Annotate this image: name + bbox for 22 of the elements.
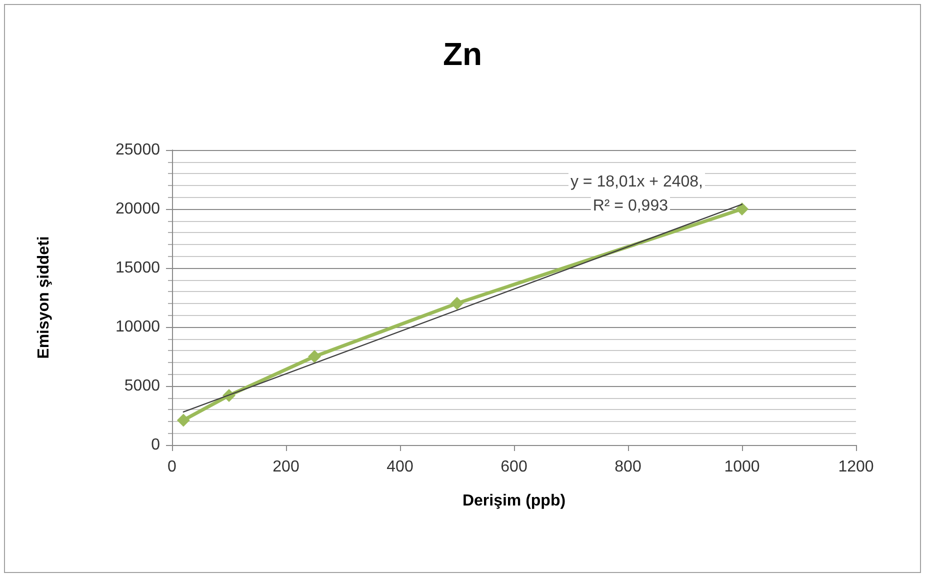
y-tick-label: 10000 [116,318,160,336]
y-tick-label: 5000 [124,378,160,394]
annotation: y = 18,01x + 2408, [570,174,703,190]
x-tick-label: 1000 [724,458,760,476]
y-tick-label: 20000 [116,200,160,218]
x-tick-label: 800 [614,458,642,476]
point [176,414,190,427]
x-tick-label: 600 [500,458,528,476]
y-axis-title: Emisyon şiddeti [36,236,52,359]
x-tick-label: 0 [168,458,177,476]
chart-title: Zn [442,36,482,72]
y-tick-label: 15000 [116,260,160,276]
point [308,350,321,363]
annotation: R² = 0,993 [592,198,668,214]
y-tick-label: 25000 [116,142,160,158]
x-tick-label: 200 [272,458,300,476]
x-tick-label: 1200 [838,458,874,476]
x-axis-title: Derişim (ppb) [462,492,566,510]
y-tick-label: 0 [151,436,160,454]
point [736,202,748,216]
x-tick-label: 400 [386,458,414,476]
point [450,296,464,310]
